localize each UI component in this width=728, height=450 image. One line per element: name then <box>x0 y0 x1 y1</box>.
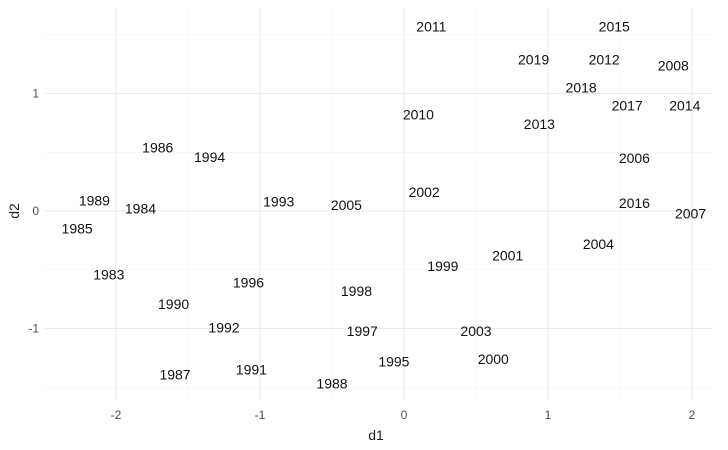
point-label: 1986 <box>142 140 173 156</box>
point-label: 2013 <box>524 116 555 132</box>
point-label: 1997 <box>347 323 378 339</box>
point-label: 1991 <box>236 362 267 378</box>
point-label: 2000 <box>478 351 509 367</box>
point-label: 2015 <box>599 19 630 35</box>
y-tick-label: 0 <box>32 204 39 218</box>
point-label: 1994 <box>194 149 225 165</box>
point-label: 2005 <box>331 197 362 213</box>
x-axis-title: d1 <box>368 427 384 443</box>
x-axis-ticks: -2 -1 0 1 2 <box>111 408 696 422</box>
point-label: 1999 <box>427 258 458 274</box>
point-label: 1987 <box>159 366 190 382</box>
point-label: 2003 <box>460 323 491 339</box>
x-tick-label: -1 <box>255 408 266 422</box>
point-label: 1993 <box>263 194 294 210</box>
point-label: 1990 <box>158 296 189 312</box>
point-label: 2011 <box>416 19 446 35</box>
point-label: 2012 <box>589 51 620 67</box>
point-label: 1988 <box>316 376 347 392</box>
point-labels: 2011 2015 2019 2012 2008 2018 2017 2014 2010 2013… <box>62 19 707 392</box>
point-label: 1985 <box>62 221 93 237</box>
point-label: 2019 <box>518 51 549 67</box>
x-tick-label: -2 <box>111 408 122 422</box>
point-label: 1989 <box>79 192 110 208</box>
point-label: 2002 <box>409 184 440 200</box>
point-label: 2008 <box>658 57 689 73</box>
point-label: 2017 <box>612 97 643 113</box>
point-label: 1984 <box>125 201 156 217</box>
point-label: 2004 <box>583 236 614 252</box>
point-label: 1998 <box>341 283 372 299</box>
y-axis-ticks: -1 0 1 <box>28 87 39 336</box>
point-label: 2014 <box>669 97 700 113</box>
y-tick-label: -1 <box>28 322 39 336</box>
point-label: 2010 <box>403 107 434 123</box>
point-label: 2016 <box>619 195 650 211</box>
x-tick-label: 2 <box>689 408 696 422</box>
y-tick-label: 1 <box>32 87 39 101</box>
point-label: 1992 <box>208 319 239 335</box>
point-label: 1996 <box>233 275 264 291</box>
point-label: 1983 <box>93 266 124 282</box>
point-label: 2001 <box>492 248 523 264</box>
point-label: 2006 <box>619 150 650 166</box>
x-tick-label: 0 <box>401 408 408 422</box>
x-tick-label: 1 <box>545 408 552 422</box>
point-label: 2018 <box>566 80 597 96</box>
y-axis-title: d2 <box>6 203 22 219</box>
major-gridlines <box>45 8 712 400</box>
point-label: 1995 <box>378 353 409 369</box>
point-label: 2007 <box>675 205 706 221</box>
minor-gridlines <box>45 8 712 400</box>
